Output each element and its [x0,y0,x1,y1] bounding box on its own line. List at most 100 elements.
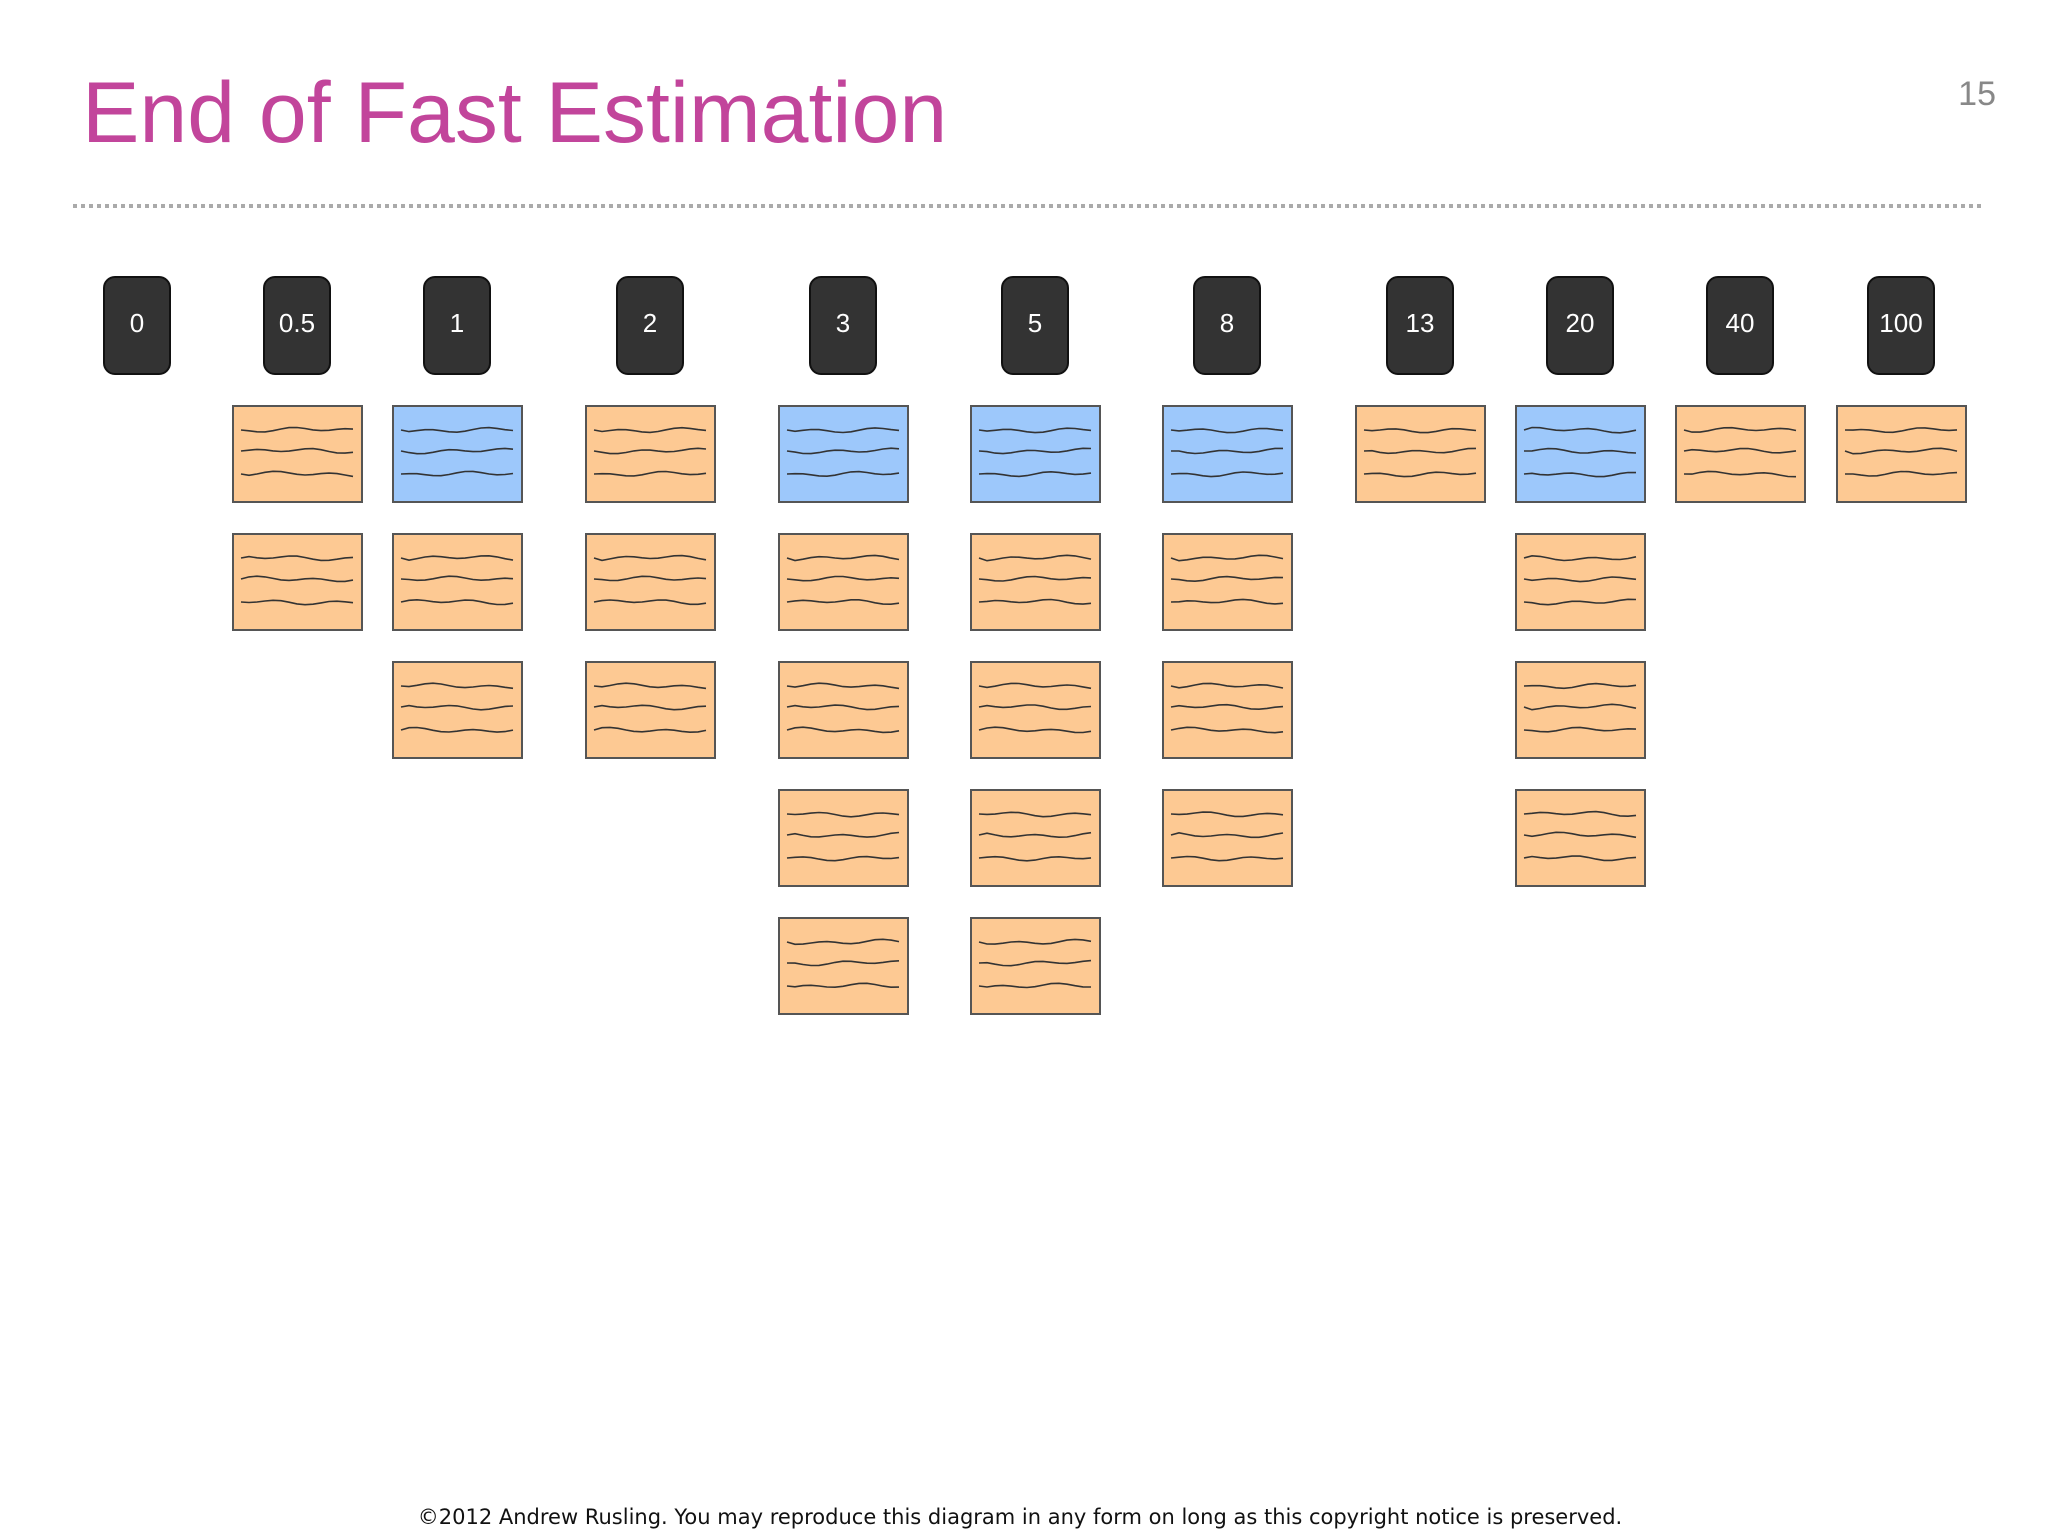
note-scribble [1170,855,1284,862]
sticky-note [778,917,909,1015]
note-body [1515,789,1646,887]
note-scribble [400,598,514,606]
note-scribble [1170,598,1284,605]
note-body [1675,405,1806,503]
sticky-note [232,533,363,631]
note-scribble [1523,471,1637,478]
note-scribble [786,726,900,734]
note-body [1162,533,1293,631]
footer: ©2012 Andrew Rusling. You may reproduce … [418,1505,1622,1529]
note-body [1162,661,1293,759]
note-scribble [1845,470,1958,477]
note-body [1162,405,1293,503]
note-scribble [1523,447,1637,454]
sticky-note [778,533,909,631]
note-scribble [978,855,1092,862]
note-body [778,917,909,1015]
note-scribble [1523,554,1637,562]
note-scribble [240,575,354,583]
note-body [585,661,716,759]
note-scribble [1844,447,1958,455]
sticky-note [970,661,1101,759]
note-scribble [240,426,354,433]
note-body [970,533,1101,631]
note-scribble [1523,831,1637,839]
note-scribble [1523,855,1637,862]
sticky-note [970,405,1101,503]
estimate-card [263,276,331,375]
sticky-note [392,661,523,759]
estimate-card [1001,276,1069,375]
note-scribble [978,447,1092,455]
sticky-note [970,917,1101,1015]
sticky-note [1836,405,1967,503]
note-scribble [978,982,1092,989]
estimate-card [1546,276,1614,375]
estimate-card [103,276,171,375]
note-body [1515,405,1646,503]
note-scribble [1523,576,1637,583]
sticky-note [1162,405,1293,503]
note-body [392,661,523,759]
sticky-note [585,533,716,631]
estimate-card [423,276,491,375]
note-scribble [786,575,900,582]
sticky-note [1162,789,1293,887]
note-scribble [400,447,514,455]
sticky-note [232,405,363,503]
note-body [585,533,716,631]
note-scribble [786,982,900,989]
sticky-note [1515,533,1646,631]
note-scribble [400,554,514,562]
sticky-note [1515,661,1646,759]
note-scribble [593,470,707,477]
note-scribble [1523,726,1637,733]
estimate-label: 100 [1879,308,1922,338]
note-body [392,533,523,631]
page-number: 15 [1958,75,1996,113]
note-scribble [400,575,514,582]
estimate-label: 2 [643,308,657,338]
note-scribble [978,704,1092,711]
note-scribble [786,599,900,606]
note-body [392,405,523,503]
estimate-card [1193,276,1261,375]
sticky-note [585,405,716,503]
sticky-note [778,405,909,503]
note-scribble [1170,703,1284,711]
note-scribble [593,447,707,455]
note-scribble [1363,447,1477,455]
note-scribble [593,599,707,606]
note-scribble [1170,554,1284,562]
note-scribble [978,938,1092,945]
sticky-note [1162,533,1293,631]
note-scribble [593,554,707,562]
title: End of Fast Estimation [82,65,947,161]
estimate-label: 20 [1566,308,1595,338]
board: 0 0.5 1 2 3 5 8 13 20 40 100 [103,276,1967,1015]
note-scribble [240,470,354,478]
note-scribble [786,447,900,455]
note-body [970,661,1101,759]
sticky-note [1162,661,1293,759]
estimate-card [1867,276,1935,375]
estimate-card [616,276,684,375]
note-scribble [786,938,900,946]
note-scribble [786,554,900,562]
note-body [970,917,1101,1015]
estimate-label: 0 [130,308,144,338]
estimate-card [809,276,877,375]
note-scribble [400,704,514,711]
note-scribble [1363,427,1477,434]
note-scribble [786,831,900,838]
note-scribble [593,726,707,734]
note-scribble [786,704,900,711]
note-scribble [978,470,1092,478]
note-scribble [978,427,1092,434]
note-body [1162,789,1293,887]
note-scribble [593,426,707,434]
note-scribble [978,959,1092,967]
note-body [778,405,909,503]
estimate-card [1386,276,1454,375]
note-scribble [1523,682,1637,690]
